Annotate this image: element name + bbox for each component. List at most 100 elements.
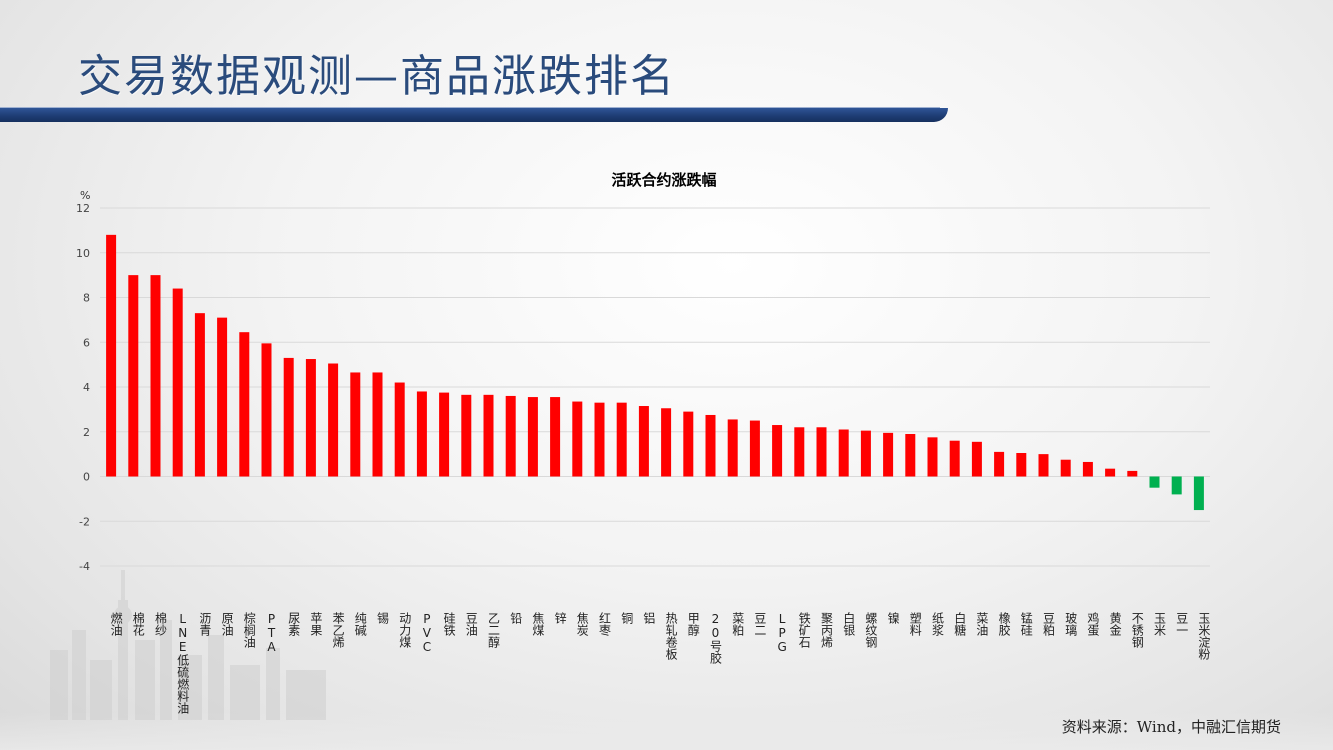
x-tick-label: PVC [420, 612, 434, 654]
bar [749, 420, 760, 477]
bar [461, 394, 472, 477]
y-tick-label: 10 [76, 247, 90, 260]
bar [1082, 461, 1093, 477]
bar [816, 427, 827, 477]
bar [305, 359, 316, 477]
x-tick-label: 铝 [642, 611, 656, 624]
bar [572, 401, 583, 477]
y-tick-labels: -4 -2 0 2 4 6 8 10 12 [76, 202, 90, 573]
x-tick-label: 不锈钢 [1130, 612, 1144, 648]
title-bar [0, 108, 948, 122]
bar [616, 402, 627, 477]
x-tick-label: 乙二醇 [487, 612, 501, 648]
bar [905, 433, 916, 477]
bar [283, 357, 294, 477]
page-title: 交易数据观测—商品涨跌排名 [78, 51, 676, 102]
bar [661, 408, 672, 477]
bar [527, 397, 538, 477]
y-tick-label: -2 [79, 515, 90, 528]
bars [106, 234, 1204, 511]
source-note: 资料来源：Wind，中融汇信期货 [1061, 718, 1281, 736]
bar [1127, 470, 1138, 477]
x-tick-label: 棉纱 [154, 612, 168, 636]
x-tick-label: 燃油 [109, 611, 123, 636]
x-tick-label: 锡 [376, 611, 390, 625]
bar [128, 275, 139, 477]
bar [594, 402, 605, 477]
bar [106, 234, 117, 477]
y-tick-label: 0 [83, 471, 90, 484]
x-tick-label: 塑料 [908, 611, 922, 636]
bar [217, 317, 228, 477]
x-tick-label: 黄金 [1108, 612, 1122, 636]
x-tick-label: 沥青 [198, 612, 212, 637]
x-tick-label: 白糖 [953, 611, 967, 637]
bar [439, 392, 450, 477]
bar [638, 406, 649, 477]
y-tick-label: 6 [83, 336, 90, 349]
bar [372, 372, 383, 477]
bar [949, 440, 960, 477]
x-tick-label: 纸浆 [931, 612, 945, 636]
x-tick-label: 橡胶 [997, 612, 1011, 637]
y-tick-label: 12 [76, 202, 90, 215]
bar [1193, 476, 1204, 511]
y-tick-label: 2 [83, 426, 90, 439]
bar [328, 363, 339, 477]
bar [394, 382, 405, 477]
x-tick-label: 铅 [509, 612, 523, 624]
bar [1060, 459, 1071, 477]
bar [794, 427, 805, 477]
x-tick-label: 玉米 [1153, 612, 1167, 636]
grid-lines [100, 207, 1210, 567]
bar [261, 343, 272, 477]
bar [838, 429, 849, 477]
bar [550, 397, 561, 477]
x-tick-label: 锰硅 [1019, 611, 1033, 636]
bar [483, 394, 494, 477]
x-tick-label: 棕榈油 [242, 611, 256, 648]
y-tick-label: 4 [83, 381, 90, 394]
x-tick-label: 动力煤 [398, 612, 412, 648]
bar [927, 437, 938, 477]
x-tick-label: 玻璃 [1064, 612, 1078, 637]
bar [416, 391, 427, 477]
bar [350, 372, 361, 477]
x-tick-label: PTA [265, 612, 279, 654]
x-tick-label: 甲醇 [686, 612, 700, 636]
bar [772, 425, 783, 477]
x-tick-label: 豆二 [753, 612, 767, 636]
x-tick-label: 硅铁 [442, 612, 456, 636]
bar [194, 313, 205, 477]
city-skyline-watermark [50, 570, 326, 720]
x-tick-label: 螺纹钢 [864, 612, 878, 648]
x-tick-label: 菜粕 [731, 612, 745, 636]
bar [1149, 476, 1160, 488]
x-tick-label: 热轧卷板 [664, 612, 678, 661]
x-tick-label: 玉米淀粉 [1197, 612, 1211, 660]
bar [883, 432, 894, 477]
bar [1038, 454, 1049, 477]
x-tick-label: LPG [775, 612, 789, 654]
bar [705, 414, 716, 477]
x-tick-label: 焦炭 [575, 612, 589, 637]
bar [150, 275, 161, 477]
x-tick-label: 20号胶 [709, 612, 723, 665]
x-tick-label: 红枣 [598, 611, 612, 637]
x-tick-label: 铁矿石 [797, 612, 811, 648]
bar [727, 419, 738, 477]
x-tick-label: 苯乙烯 [331, 612, 345, 648]
x-tick-label: 焦煤 [531, 612, 545, 636]
bar [172, 288, 183, 477]
y-tick-label: 8 [83, 292, 90, 305]
x-tick-label: 豆粕 [1042, 612, 1056, 636]
x-tick-label: 原油 [220, 612, 234, 636]
x-tick-label: 豆油 [464, 612, 478, 636]
bar [1016, 453, 1027, 477]
x-tick-label: 镍 [886, 612, 900, 624]
x-tick-label: 苹果 [309, 612, 323, 636]
x-tick-labels: 燃油 棉花 棉纱 LNE低硫燃料油 沥青 原油 棕榈油 PTA 尿素 苹果 苯乙烯 纯碱锡动力煤 PVC… [109, 611, 1211, 714]
bar [994, 451, 1005, 477]
x-tick-label: 铜 [620, 611, 634, 624]
